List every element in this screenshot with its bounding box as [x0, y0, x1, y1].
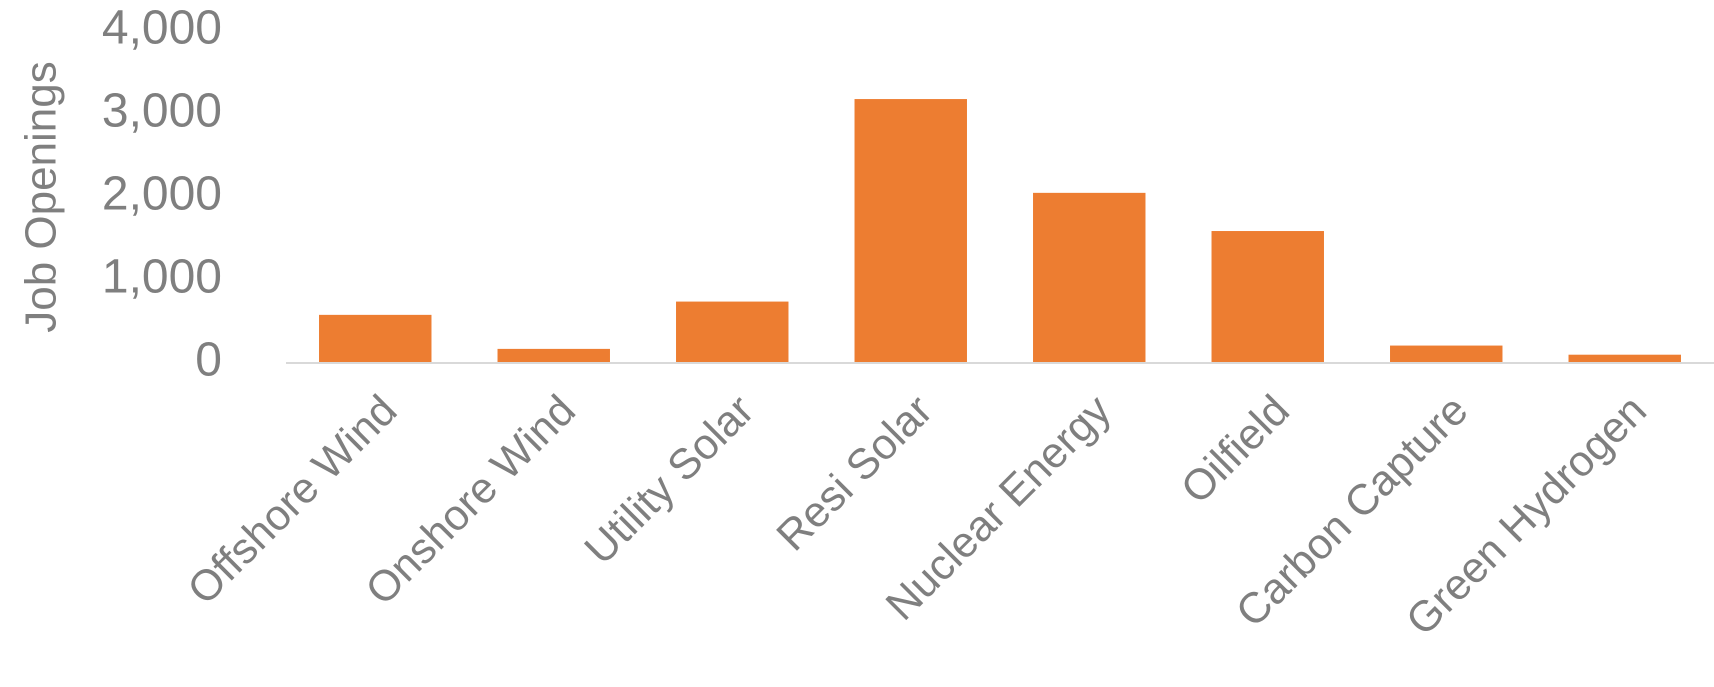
- y-tick-label: 2,000: [102, 168, 222, 221]
- y-tick-label: 1,000: [102, 251, 222, 304]
- bar: [676, 301, 789, 363]
- y-tick-label: 0: [195, 334, 222, 387]
- x-tick-label: Oilfield: [1172, 386, 1299, 513]
- y-axis-label: Job Openings: [17, 61, 66, 333]
- x-tick-label: Utility Solar: [576, 386, 764, 574]
- x-tick-label: Resi Solar: [768, 386, 942, 560]
- bar: [1211, 231, 1324, 363]
- bar: [497, 348, 610, 363]
- bar: [1033, 192, 1146, 363]
- bar: [1390, 345, 1503, 363]
- bar: [1568, 354, 1681, 363]
- y-tick-label: 4,000: [102, 2, 222, 55]
- bar: [854, 99, 967, 363]
- y-tick-label: 3,000: [102, 85, 222, 138]
- bar: [319, 314, 432, 363]
